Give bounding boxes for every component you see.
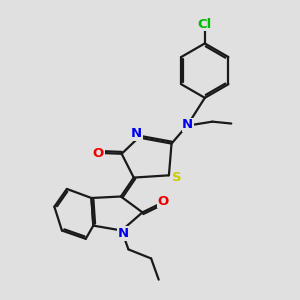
Text: S: S — [172, 171, 181, 184]
Text: Cl: Cl — [198, 18, 212, 31]
Text: N: N — [131, 127, 142, 140]
Text: N: N — [182, 118, 194, 131]
Text: O: O — [158, 194, 169, 208]
Text: O: O — [93, 146, 104, 160]
Text: N: N — [118, 227, 129, 240]
